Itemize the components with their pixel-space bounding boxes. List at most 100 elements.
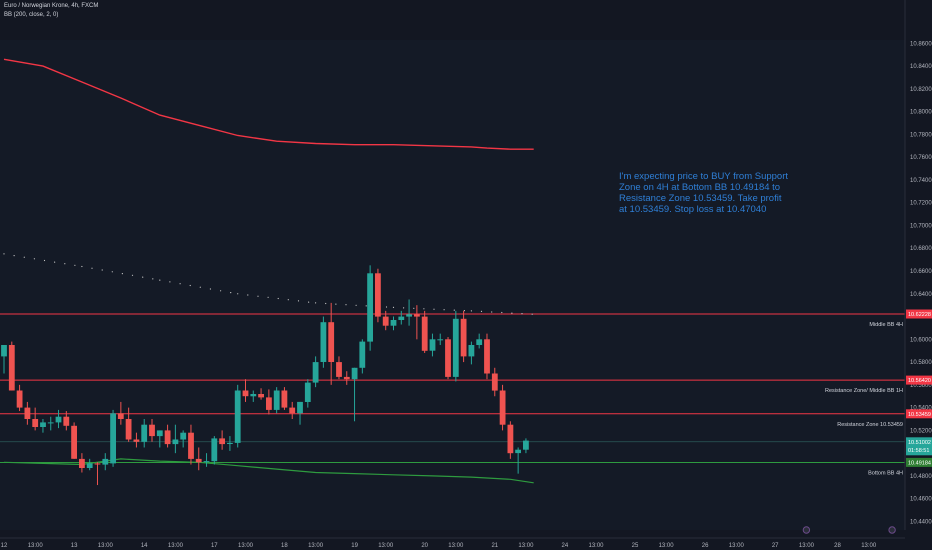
middle-band-dot — [335, 303, 337, 305]
candle-body — [149, 424, 155, 437]
upper-band-line — [3, 58, 534, 150]
current-price-box — [906, 437, 932, 456]
middle-band-dot — [230, 292, 232, 294]
y-tick-label: 10.66000 — [910, 269, 932, 275]
candle-body — [188, 432, 194, 459]
x-tick-label: 13:00 — [518, 543, 534, 549]
middle-band-dot — [257, 295, 259, 297]
candle-body — [289, 407, 296, 414]
annotation-note[interactable]: I'm expecting price to BUY from Support … — [619, 171, 789, 215]
candle-body — [258, 394, 264, 398]
candle-body — [156, 430, 163, 437]
y-tick-label: 10.70000 — [910, 224, 932, 230]
x-tick-label: 13:00 — [799, 543, 815, 549]
y-tick-label: 10.68000 — [910, 246, 932, 252]
candle-body — [110, 413, 116, 464]
middle-band-dot — [297, 300, 300, 302]
x-tick-label: 14 — [141, 543, 148, 549]
candle-body — [336, 362, 342, 377]
candle-body — [304, 382, 311, 402]
middle-band-dot — [308, 301, 310, 303]
candle-body — [203, 461, 210, 463]
candle-body — [8, 345, 15, 391]
candle-body — [40, 422, 46, 427]
x-tick-label: 18 — [281, 543, 288, 549]
middle-band-dot — [365, 305, 367, 307]
middle-band-dot — [277, 297, 279, 300]
x-tick-label: 13:00 — [28, 543, 44, 549]
y-tick-label: 10.80000 — [910, 110, 932, 116]
candle-body — [164, 430, 171, 445]
x-tick-label: 13:00 — [238, 543, 254, 549]
level-price-label: 10.62228 — [908, 312, 931, 318]
x-tick-label: 20 — [421, 543, 428, 549]
candle-body — [63, 416, 70, 426]
candle-body — [32, 419, 39, 427]
candle-body — [211, 438, 218, 462]
candle-body — [476, 339, 483, 345]
event-icon — [888, 526, 896, 534]
level-price-box — [906, 309, 932, 319]
candle-body — [172, 439, 179, 445]
middle-band-dot — [13, 255, 15, 257]
middle-band-dot — [433, 308, 435, 310]
candle-body — [273, 390, 280, 410]
candle-body — [382, 316, 389, 326]
middle-band-dot — [392, 306, 395, 308]
middle-band-dot — [199, 286, 201, 288]
x-tick-label: 13:00 — [729, 543, 745, 549]
candle-body — [437, 339, 444, 341]
candle-body — [281, 390, 288, 408]
candle-body — [460, 318, 467, 357]
x-tick-label: 13:00 — [588, 543, 604, 549]
y-tick-label: 10.48000 — [910, 474, 932, 480]
candle-body — [47, 422, 54, 424]
x-tick-label: 27 — [772, 543, 779, 549]
middle-band-dot — [101, 269, 103, 271]
candle-body — [297, 401, 303, 414]
candle-body — [468, 345, 475, 357]
candle-body — [79, 458, 85, 468]
level-price-box — [906, 375, 932, 385]
candle-body — [414, 314, 420, 317]
y-tick-label: 10.78000 — [910, 132, 932, 138]
candle-body — [234, 390, 241, 443]
indicator-title: BB (200, close, 2, 0) — [4, 12, 59, 18]
middle-band-dot — [209, 288, 211, 290]
y-tick-label: 10.82000 — [910, 87, 932, 93]
candle-body — [242, 390, 249, 397]
x-tick-label: 28 — [834, 543, 841, 549]
candle-body — [219, 438, 225, 445]
y-tick-label: 10.76000 — [910, 155, 932, 161]
y-tick-label: 10.46000 — [910, 497, 932, 503]
middle-band-dot — [423, 308, 425, 310]
plot-pane — [0, 40, 905, 530]
x-tick-label: 13:00 — [308, 543, 324, 549]
current-price-label: 10.51002 — [908, 440, 931, 446]
price-axis — [905, 0, 932, 550]
middle-band-dot — [355, 304, 357, 306]
middle-band-dot — [54, 261, 56, 263]
candle-body — [227, 442, 233, 444]
candle-body — [515, 449, 521, 454]
candle-body — [16, 390, 23, 408]
candle-body — [452, 318, 459, 377]
candle-body — [523, 440, 529, 450]
middle-band-dot — [385, 306, 388, 308]
candle-body — [1, 345, 7, 357]
candle-body — [421, 316, 428, 351]
middle-band-dot — [237, 293, 239, 295]
y-tick-label: 10.86000 — [910, 41, 932, 47]
middle-band-dot — [131, 274, 134, 276]
x-tick-label: 13:00 — [861, 543, 877, 549]
candle-body — [94, 463, 101, 465]
candle-body — [320, 322, 327, 362]
middle-band-dot — [23, 256, 25, 258]
y-tick-label: 10.44000 — [910, 520, 932, 526]
level-label: Middle BB 4H — [869, 322, 903, 328]
x-tick-label: 13:00 — [98, 543, 114, 549]
y-tick-label: 10.56000 — [910, 383, 932, 389]
candle-body — [491, 373, 498, 391]
